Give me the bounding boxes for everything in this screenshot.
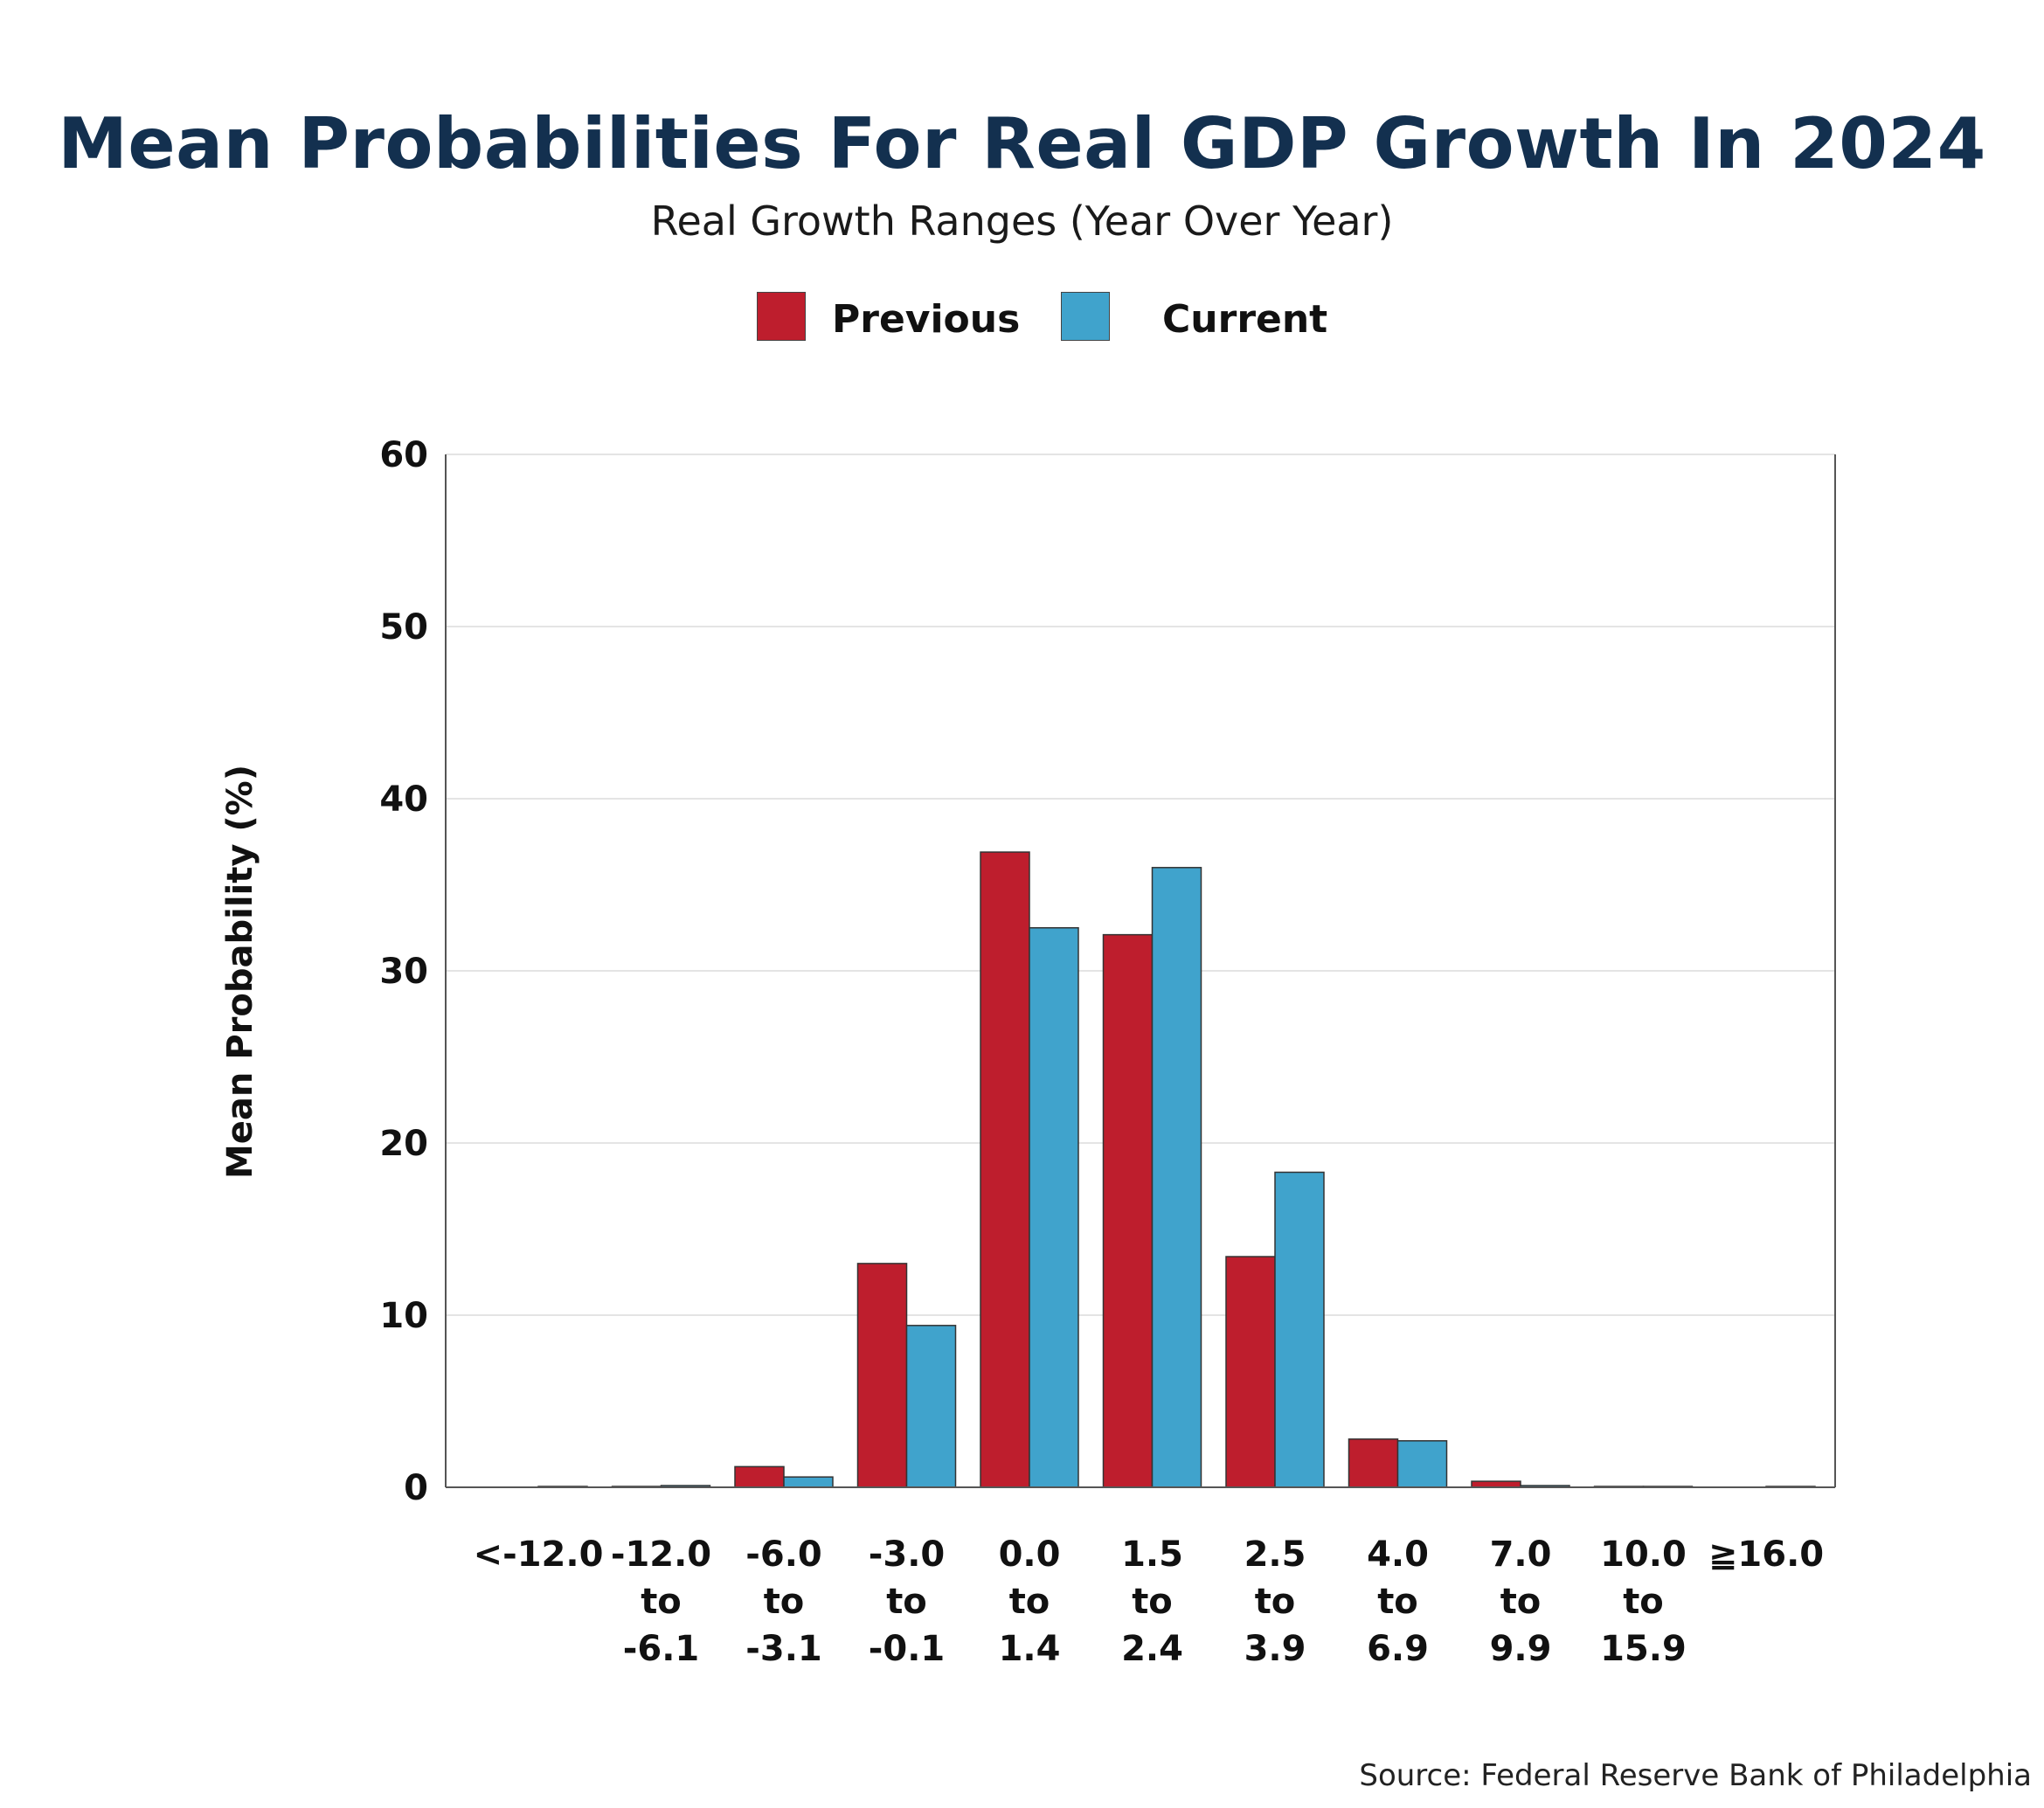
x-tick-line: 0.0	[999, 1534, 1061, 1575]
bar-previous	[1471, 1480, 1521, 1488]
x-tick-line: <-12.0	[474, 1534, 604, 1575]
legend: Previous Current	[0, 288, 2044, 350]
x-tick-line: -6.0	[745, 1534, 821, 1575]
bar-previous	[734, 1465, 785, 1488]
x-tick-line: 2.4	[1121, 1629, 1183, 1669]
x-tick-line: -12.0	[611, 1534, 711, 1575]
x-tick-label: <-12.0	[474, 1534, 604, 1575]
x-tick-line: -3.1	[745, 1629, 821, 1669]
y-tick-label: 0	[404, 1468, 428, 1508]
x-tick-line: 10.0	[1600, 1534, 1687, 1575]
legend-label-previous: Previous	[832, 297, 1021, 342]
y-tick-label: 10	[379, 1296, 428, 1336]
x-tick-line: 6.9	[1367, 1629, 1429, 1669]
x-tick-line: to	[1009, 1582, 1050, 1622]
bar-current	[1274, 1171, 1325, 1488]
x-tick-line: to	[1500, 1582, 1542, 1622]
bar-previous	[1102, 933, 1154, 1488]
bar-current	[1029, 927, 1079, 1488]
x-tick-label: -12.0 to -6.1	[611, 1534, 711, 1669]
x-tick-line: to	[1132, 1582, 1173, 1622]
bar-previous	[1225, 1256, 1276, 1488]
bar-previous	[1348, 1438, 1399, 1488]
source-note: Source: Federal Reserve Bank of Philadel…	[1359, 1758, 2032, 1793]
x-tick-label: 7.0 to 9.9	[1490, 1534, 1552, 1669]
x-tick-line: to	[1623, 1582, 1664, 1622]
x-tick-line: to	[1255, 1582, 1296, 1622]
bar-current	[1151, 867, 1202, 1488]
y-axis-label: Mean Probability (%)	[220, 765, 260, 1179]
x-tick-line: to	[641, 1582, 682, 1622]
tick-labels: 0 10 20 30 40 50 60 <-12.0 -12.0 to -6.1 -6.0 to -3.1…	[379, 435, 1824, 1669]
x-tick-line: to	[886, 1582, 927, 1622]
bar-previous	[856, 1263, 908, 1488]
x-tick-line: 3.9	[1244, 1629, 1306, 1669]
bar-current	[783, 1476, 834, 1488]
chart-subtitle: Real Growth Ranges (Year Over Year)	[650, 197, 1394, 245]
legend-swatch-previous	[757, 292, 806, 341]
x-tick-line: -3.0	[869, 1534, 945, 1575]
x-tick-label: 2.5 to 3.9	[1244, 1534, 1306, 1669]
x-tick-label: -6.0 to -3.1	[745, 1534, 821, 1669]
chart-title: Mean Probabilities For Real GDP Growth I…	[58, 103, 1986, 184]
x-tick-label: 4.0 to 6.9	[1367, 1534, 1429, 1669]
x-tick-line: 4.0	[1367, 1534, 1429, 1575]
x-tick-line: 15.9	[1600, 1629, 1687, 1669]
axes	[445, 454, 1836, 1488]
x-tick-line: 2.5	[1244, 1534, 1306, 1575]
x-tick-label: -3.0 to -0.1	[869, 1534, 945, 1669]
y-tick-label: 30	[379, 952, 428, 992]
bars	[537, 851, 1816, 1488]
y-tick-label: 50	[379, 607, 428, 648]
x-tick-line: 1.4	[999, 1629, 1061, 1669]
x-tick-line: to	[1377, 1582, 1418, 1622]
x-tick-line: -6.1	[623, 1629, 699, 1669]
x-tick-line: ≧16.0	[1708, 1534, 1824, 1575]
x-tick-label: ≧16.0	[1708, 1534, 1824, 1575]
legend-swatch-current	[1061, 292, 1110, 341]
bar-current	[1396, 1440, 1448, 1488]
x-tick-label: 0.0 to 1.4	[999, 1534, 1061, 1669]
y-tick-label: 40	[379, 779, 428, 820]
legend-label-current: Current	[1162, 297, 1328, 342]
x-tick-label: 10.0 to 15.9	[1600, 1534, 1687, 1669]
y-tick-label: 60	[379, 435, 428, 475]
x-tick-line: 7.0	[1490, 1534, 1552, 1575]
bar-current	[905, 1325, 957, 1488]
bar-previous	[980, 851, 1030, 1488]
x-tick-line: 1.5	[1121, 1534, 1183, 1575]
x-tick-label: 1.5 to 2.4	[1121, 1534, 1183, 1669]
x-tick-line: 9.9	[1490, 1629, 1552, 1669]
x-tick-line: to	[764, 1582, 805, 1622]
y-tick-label: 20	[379, 1124, 428, 1164]
x-tick-line: -0.1	[869, 1629, 945, 1669]
